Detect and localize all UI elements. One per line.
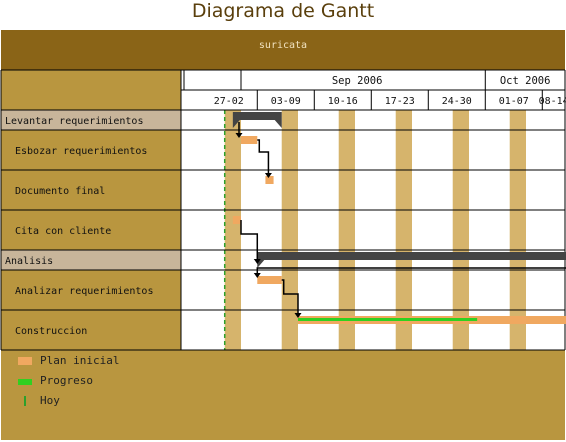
dependency-line bbox=[257, 139, 270, 176]
dependency-arrow bbox=[264, 173, 272, 178]
weekend-stripe bbox=[395, 110, 412, 350]
week-label: 01-07 bbox=[499, 96, 529, 107]
group-bar bbox=[257, 252, 566, 260]
month-label: Sep 2006 bbox=[332, 75, 383, 87]
group-bar bbox=[232, 112, 282, 120]
weekend-stripe bbox=[224, 110, 241, 350]
legend-swatch-plan bbox=[18, 357, 32, 365]
group-bar-left-cap bbox=[257, 260, 265, 268]
dependency-arrow bbox=[235, 133, 243, 138]
page-title: Diagrama de Gantt bbox=[191, 0, 375, 22]
progress-bar bbox=[298, 318, 478, 321]
legend-label: Hoy bbox=[40, 394, 60, 407]
dependency-line bbox=[256, 267, 566, 276]
task-label: Construccion bbox=[15, 326, 87, 337]
task-label: Cita con cliente bbox=[15, 226, 111, 237]
weekend-stripe bbox=[338, 110, 355, 350]
legend-label: Plan inicial bbox=[40, 354, 120, 367]
dependency-arrow bbox=[253, 259, 261, 264]
group-bar-left-cap bbox=[232, 120, 240, 128]
plan-bar bbox=[241, 136, 258, 144]
week-label: 27-02 bbox=[214, 96, 244, 107]
week-label: 24-30 bbox=[442, 96, 472, 107]
plan-bar bbox=[265, 176, 274, 184]
task-label: Analizar requerimientos bbox=[15, 286, 153, 297]
week-label: 03-09 bbox=[271, 96, 301, 107]
group-row-label-bg bbox=[1, 250, 181, 270]
project-name: suricata bbox=[1, 30, 565, 70]
legend-label: Progreso bbox=[40, 374, 93, 387]
dependency-arrow bbox=[253, 273, 261, 278]
weekend-stripe bbox=[452, 110, 469, 350]
week-label: 17-23 bbox=[385, 96, 415, 107]
task-label: Levantar requerimientos bbox=[5, 116, 143, 127]
group-bar-right-cap bbox=[274, 120, 282, 128]
task-label: Documento final bbox=[15, 186, 105, 197]
dependency-line bbox=[240, 220, 259, 262]
task-label: Analisis bbox=[5, 256, 53, 267]
week-label: 08-14 bbox=[539, 96, 566, 107]
week-label: 10-16 bbox=[328, 96, 358, 107]
dependency-arrow bbox=[294, 313, 302, 318]
dependency-line bbox=[281, 279, 299, 316]
plan-bar bbox=[257, 276, 282, 284]
task-label: Esbozar requerimientos bbox=[15, 146, 147, 157]
legend-swatch-today bbox=[24, 396, 26, 406]
weekend-stripe bbox=[509, 110, 526, 350]
month-label: Oct 2006 bbox=[500, 75, 551, 87]
group-row-label-bg bbox=[1, 110, 181, 130]
plan-bar bbox=[232, 216, 241, 224]
legend-swatch-progress bbox=[18, 379, 32, 385]
